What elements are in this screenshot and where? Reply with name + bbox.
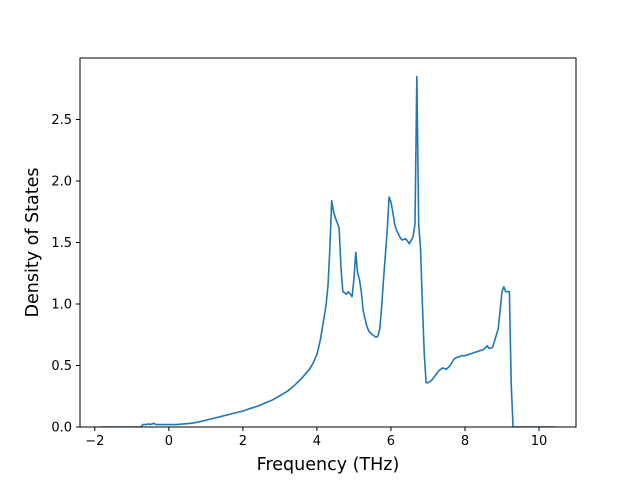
series-layer [100,75,556,427]
x-tick-label: 4 [313,434,321,449]
series-line-0 [100,75,556,427]
x-tick-label: 2 [239,434,247,449]
x-tick-label: 8 [461,434,469,449]
y-axis-ticks: 0.0 0.5 1.0 1.5 2.0 2.5 [51,113,80,436]
y-tick-label: 1.0 [51,298,72,313]
x-tick-label: 6 [387,434,395,449]
y-tick-label: 1.5 [51,236,72,251]
y-tick-label: 2.0 [51,175,72,190]
x-axis-ticks: −2 0 2 4 6 8 10 [85,427,547,449]
x-tick-label: −2 [85,434,104,449]
y-tick-label: 0.5 [51,359,72,374]
y-axis-label: Density of States [23,168,43,318]
x-tick-label: 10 [531,434,548,449]
y-tick-label: 2.5 [51,113,72,128]
x-axis-label: Frequency (THz) [257,455,400,475]
x-tick-label: 0 [165,434,173,449]
y-tick-label: 0.0 [51,421,72,436]
